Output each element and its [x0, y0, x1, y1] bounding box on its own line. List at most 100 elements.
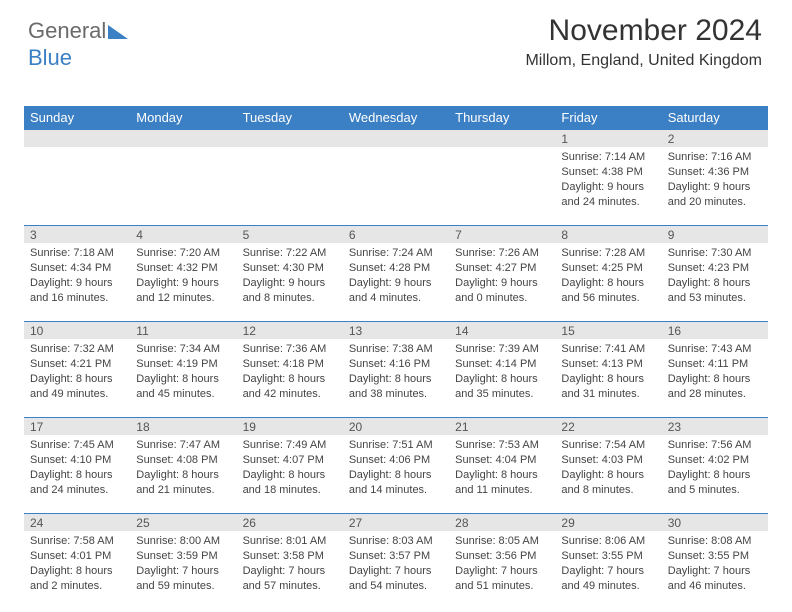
day-header: Tuesday — [237, 106, 343, 129]
sunset-text: Sunset: 4:04 PM — [455, 453, 549, 468]
daylight-text-2: and 11 minutes. — [455, 483, 549, 498]
day-cell: Sunrise: 7:20 AMSunset: 4:32 PMDaylight:… — [130, 243, 236, 321]
week-row: Sunrise: 7:18 AMSunset: 4:34 PMDaylight:… — [24, 243, 768, 321]
daylight-text-1: Daylight: 9 hours — [455, 276, 549, 291]
daylight-text-2: and 0 minutes. — [455, 291, 549, 306]
date-number: 8 — [555, 226, 661, 243]
sunrise-text: Sunrise: 7:39 AM — [455, 342, 549, 357]
daylight-text-2: and 8 minutes. — [561, 483, 655, 498]
date-number: 16 — [662, 322, 768, 339]
sunrise-text: Sunrise: 7:14 AM — [561, 150, 655, 165]
day-cell: Sunrise: 7:56 AMSunset: 4:02 PMDaylight:… — [662, 435, 768, 513]
daylight-text-1: Daylight: 8 hours — [30, 564, 124, 579]
day-cell — [449, 147, 555, 225]
daylight-text-2: and 16 minutes. — [30, 291, 124, 306]
date-number: 21 — [449, 418, 555, 435]
sunrise-text: Sunrise: 7:53 AM — [455, 438, 549, 453]
daylight-text-2: and 21 minutes. — [136, 483, 230, 498]
date-number-row: 12 — [24, 129, 768, 147]
sunrise-text: Sunrise: 7:49 AM — [243, 438, 337, 453]
date-number — [130, 130, 236, 147]
day-cell: Sunrise: 7:22 AMSunset: 4:30 PMDaylight:… — [237, 243, 343, 321]
date-number: 7 — [449, 226, 555, 243]
day-cell: Sunrise: 7:14 AMSunset: 4:38 PMDaylight:… — [555, 147, 661, 225]
header: November 2024 Millom, England, United Ki… — [525, 14, 762, 70]
date-number: 5 — [237, 226, 343, 243]
day-cell: Sunrise: 7:49 AMSunset: 4:07 PMDaylight:… — [237, 435, 343, 513]
daylight-text-1: Daylight: 8 hours — [243, 468, 337, 483]
day-cell: Sunrise: 7:32 AMSunset: 4:21 PMDaylight:… — [24, 339, 130, 417]
date-number: 22 — [555, 418, 661, 435]
daylight-text-1: Daylight: 8 hours — [561, 372, 655, 387]
daylight-text-1: Daylight: 8 hours — [30, 468, 124, 483]
day-cell: Sunrise: 8:01 AMSunset: 3:58 PMDaylight:… — [237, 531, 343, 609]
sunrise-text: Sunrise: 8:06 AM — [561, 534, 655, 549]
date-number: 28 — [449, 514, 555, 531]
sunrise-text: Sunrise: 7:26 AM — [455, 246, 549, 261]
sunset-text: Sunset: 4:21 PM — [30, 357, 124, 372]
date-number-row: 24252627282930 — [24, 513, 768, 531]
day-cell: Sunrise: 8:05 AMSunset: 3:56 PMDaylight:… — [449, 531, 555, 609]
sunset-text: Sunset: 3:59 PM — [136, 549, 230, 564]
daylight-text-2: and 24 minutes. — [561, 195, 655, 210]
sunset-text: Sunset: 4:28 PM — [349, 261, 443, 276]
date-number: 14 — [449, 322, 555, 339]
daylight-text-2: and 5 minutes. — [668, 483, 762, 498]
date-number: 15 — [555, 322, 661, 339]
date-number: 11 — [130, 322, 236, 339]
day-cell: Sunrise: 8:03 AMSunset: 3:57 PMDaylight:… — [343, 531, 449, 609]
sunrise-text: Sunrise: 8:01 AM — [243, 534, 337, 549]
sunset-text: Sunset: 4:19 PM — [136, 357, 230, 372]
day-cell: Sunrise: 7:18 AMSunset: 4:34 PMDaylight:… — [24, 243, 130, 321]
date-number: 18 — [130, 418, 236, 435]
logo: General Blue — [28, 18, 128, 71]
sunset-text: Sunset: 4:10 PM — [30, 453, 124, 468]
sunrise-text: Sunrise: 7:18 AM — [30, 246, 124, 261]
daylight-text-2: and 31 minutes. — [561, 387, 655, 402]
sunrise-text: Sunrise: 7:24 AM — [349, 246, 443, 261]
location: Millom, England, United Kingdom — [525, 52, 762, 70]
sunrise-text: Sunrise: 7:32 AM — [30, 342, 124, 357]
sunset-text: Sunset: 3:57 PM — [349, 549, 443, 564]
day-cell: Sunrise: 7:34 AMSunset: 4:19 PMDaylight:… — [130, 339, 236, 417]
day-cell: Sunrise: 7:51 AMSunset: 4:06 PMDaylight:… — [343, 435, 449, 513]
daylight-text-2: and 14 minutes. — [349, 483, 443, 498]
daylight-text-1: Daylight: 8 hours — [668, 468, 762, 483]
sunrise-text: Sunrise: 7:54 AM — [561, 438, 655, 453]
sunset-text: Sunset: 4:13 PM — [561, 357, 655, 372]
sunrise-text: Sunrise: 8:00 AM — [136, 534, 230, 549]
day-cell: Sunrise: 8:08 AMSunset: 3:55 PMDaylight:… — [662, 531, 768, 609]
sunrise-text: Sunrise: 7:43 AM — [668, 342, 762, 357]
daylight-text-2: and 24 minutes. — [30, 483, 124, 498]
date-number: 25 — [130, 514, 236, 531]
sunrise-text: Sunrise: 7:45 AM — [30, 438, 124, 453]
daylight-text-1: Daylight: 9 hours — [668, 180, 762, 195]
day-cell: Sunrise: 7:30 AMSunset: 4:23 PMDaylight:… — [662, 243, 768, 321]
day-cell: Sunrise: 7:45 AMSunset: 4:10 PMDaylight:… — [24, 435, 130, 513]
daylight-text-1: Daylight: 7 hours — [455, 564, 549, 579]
date-number: 27 — [343, 514, 449, 531]
daylight-text-1: Daylight: 9 hours — [136, 276, 230, 291]
date-number: 1 — [555, 130, 661, 147]
sunrise-text: Sunrise: 7:20 AM — [136, 246, 230, 261]
day-cell: Sunrise: 7:39 AMSunset: 4:14 PMDaylight:… — [449, 339, 555, 417]
sunset-text: Sunset: 4:36 PM — [668, 165, 762, 180]
sunset-text: Sunset: 3:58 PM — [243, 549, 337, 564]
date-number: 6 — [343, 226, 449, 243]
sunset-text: Sunset: 4:25 PM — [561, 261, 655, 276]
daylight-text-2: and 20 minutes. — [668, 195, 762, 210]
sunrise-text: Sunrise: 7:58 AM — [30, 534, 124, 549]
sunrise-text: Sunrise: 7:47 AM — [136, 438, 230, 453]
daylight-text-1: Daylight: 9 hours — [561, 180, 655, 195]
daylight-text-2: and 28 minutes. — [668, 387, 762, 402]
daylight-text-1: Daylight: 8 hours — [561, 468, 655, 483]
daylight-text-2: and 12 minutes. — [136, 291, 230, 306]
day-cell: Sunrise: 7:43 AMSunset: 4:11 PMDaylight:… — [662, 339, 768, 417]
week-row: Sunrise: 7:45 AMSunset: 4:10 PMDaylight:… — [24, 435, 768, 513]
sunrise-text: Sunrise: 8:03 AM — [349, 534, 443, 549]
sunset-text: Sunset: 4:23 PM — [668, 261, 762, 276]
date-number: 9 — [662, 226, 768, 243]
day-cell — [237, 147, 343, 225]
day-cell: Sunrise: 7:26 AMSunset: 4:27 PMDaylight:… — [449, 243, 555, 321]
sunset-text: Sunset: 3:55 PM — [668, 549, 762, 564]
